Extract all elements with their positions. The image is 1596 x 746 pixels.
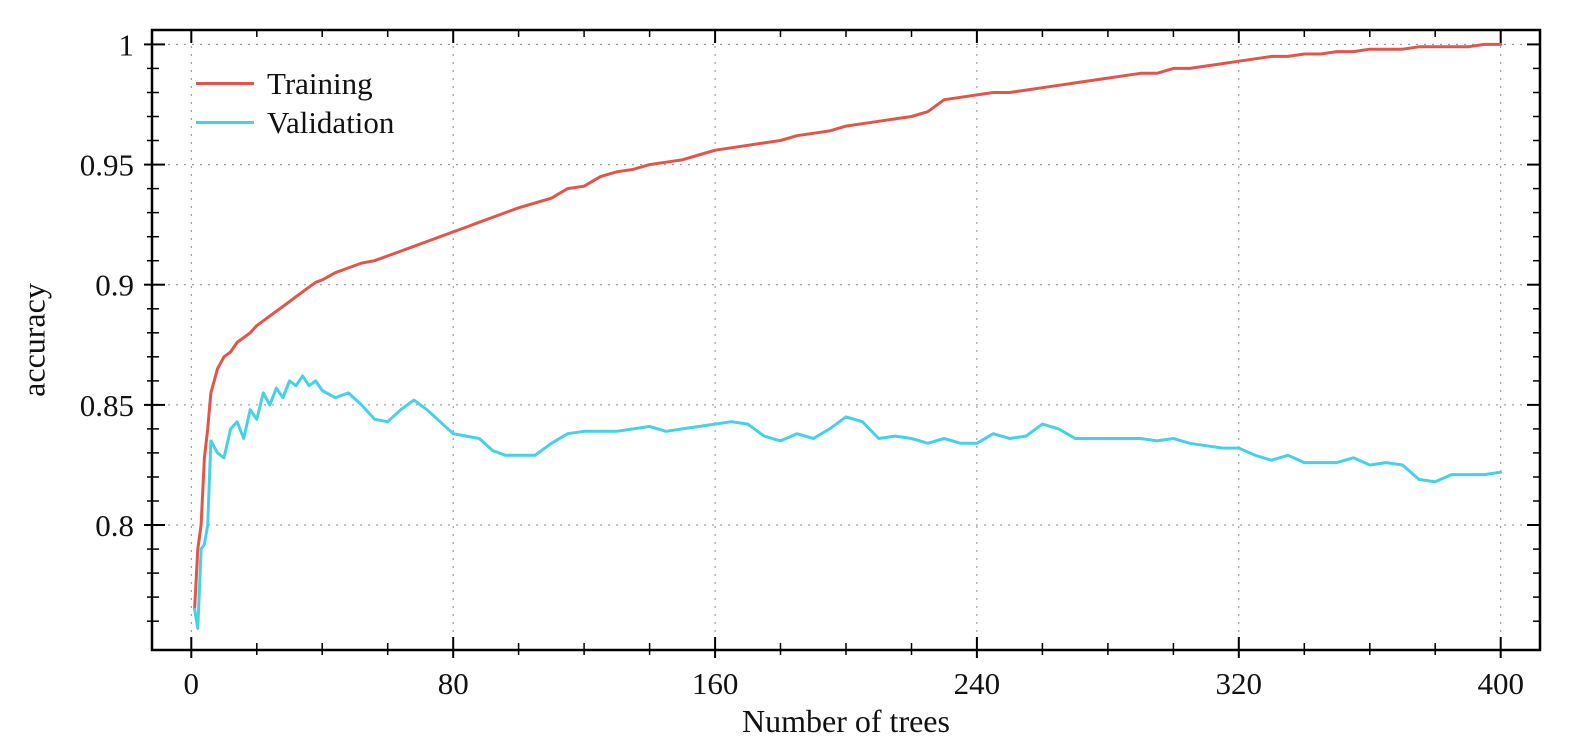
svg-text:1: 1: [119, 27, 135, 62]
svg-text:0.8: 0.8: [95, 508, 134, 543]
legend-label-validation: Validation: [267, 105, 395, 140]
x-axis-label: Number of trees: [742, 703, 950, 739]
legend-item-training: Training: [196, 64, 394, 103]
legend-label-training: Training: [267, 66, 373, 101]
svg-text:0: 0: [184, 666, 200, 701]
svg-text:320: 320: [1216, 666, 1263, 701]
training-line-swatch: [196, 82, 254, 85]
svg-text:80: 80: [438, 666, 469, 701]
svg-text:0.9: 0.9: [95, 268, 134, 303]
svg-text:160: 160: [692, 666, 739, 701]
svg-text:0.85: 0.85: [80, 388, 134, 423]
y-axis-label: accuracy: [15, 283, 52, 397]
legend: Training Validation: [196, 64, 394, 142]
validation-line-swatch: [196, 121, 254, 124]
svg-text:240: 240: [954, 666, 1001, 701]
svg-text:0.95: 0.95: [80, 148, 134, 183]
svg-text:400: 400: [1477, 666, 1524, 701]
legend-item-validation: Validation: [196, 103, 394, 142]
